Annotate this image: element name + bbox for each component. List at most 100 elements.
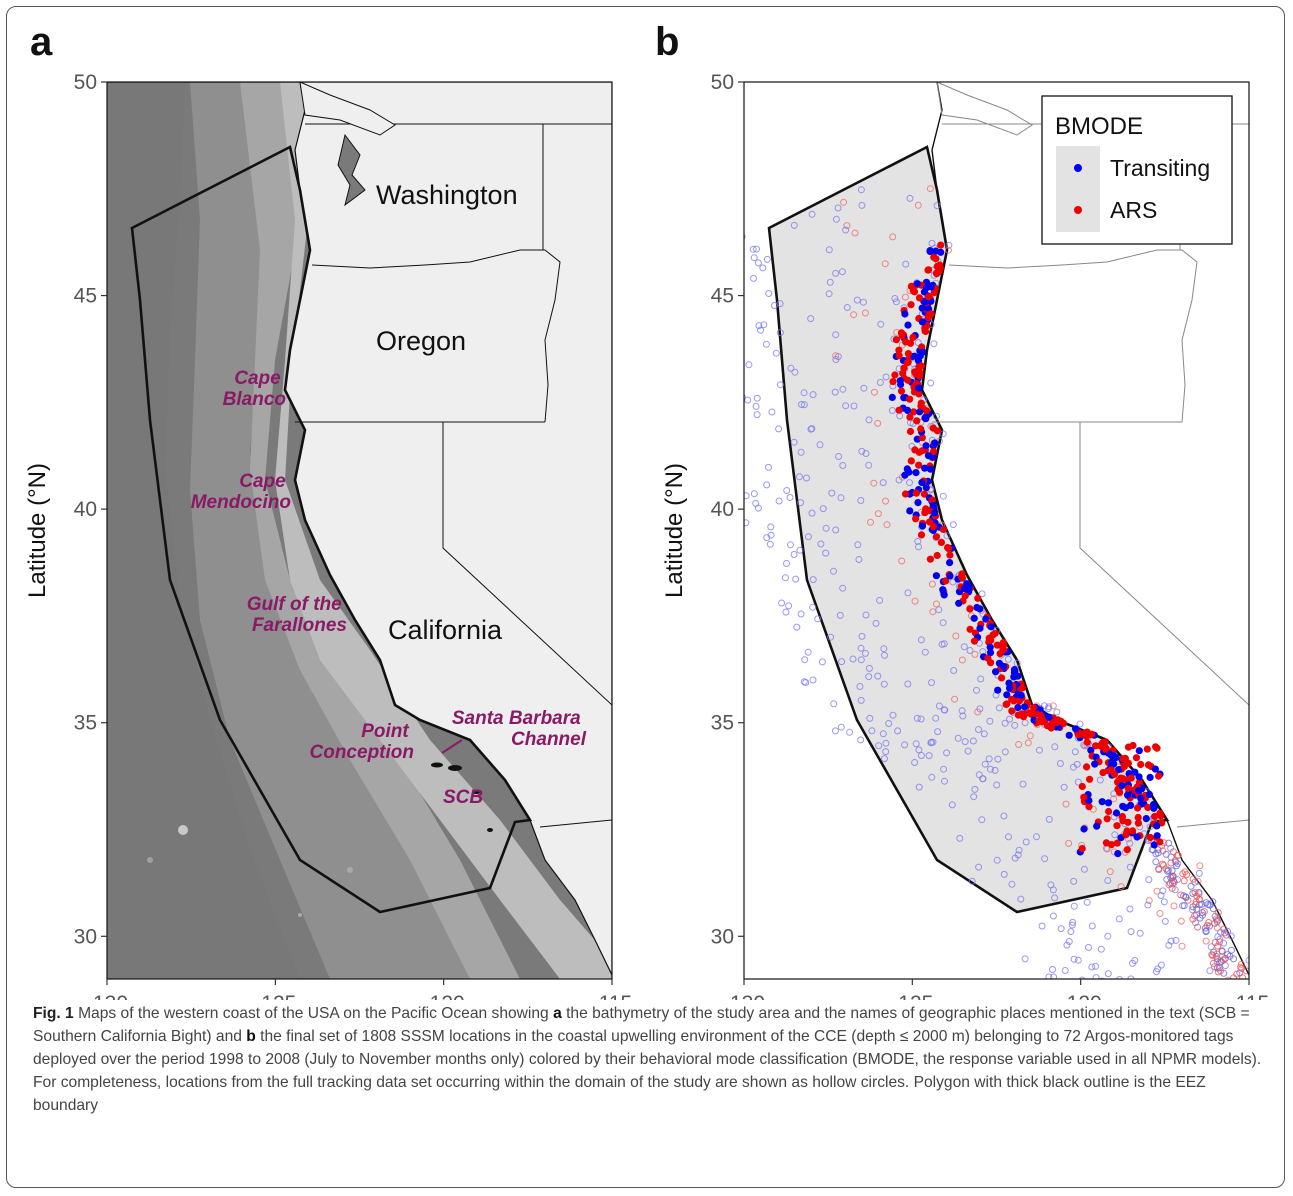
track-location-hollow: [868, 727, 876, 735]
track-location-hollow: [1100, 982, 1106, 988]
track-location-hollow: [865, 664, 873, 672]
ars-location: [1124, 784, 1132, 793]
transiting-location: [904, 321, 912, 329]
track-location-hollow: [825, 290, 833, 298]
ars-location: [1060, 719, 1068, 728]
track-location-hollow: [1049, 966, 1056, 973]
ars-location: [942, 577, 950, 585]
track-location-hollow: [938, 640, 946, 648]
track-location-hollow: [870, 388, 878, 396]
track-location-hollow: [1174, 851, 1182, 859]
track-location-hollow: [857, 656, 865, 664]
track-location-hollow: [832, 526, 840, 534]
caption-text-1: Maps of the western coast of the USA on …: [73, 1005, 554, 1022]
ars-location: [925, 266, 933, 274]
ars-location: [1146, 833, 1154, 842]
track-location-hollow: [1115, 976, 1123, 979]
track-location-hollow: [838, 658, 846, 666]
track-location-hollow: [1180, 877, 1188, 885]
track-location-hollow: [1195, 869, 1203, 877]
transiting-location: [901, 471, 909, 479]
track-location-hollow: [975, 726, 982, 733]
ars-location: [999, 639, 1007, 648]
ars-location: [917, 402, 925, 410]
ars-location: [901, 490, 910, 498]
track-location-hollow: [765, 290, 773, 297]
track-location-hollow: [825, 246, 833, 254]
track-location-hollow: [915, 746, 923, 754]
track-location-hollow: [793, 623, 801, 631]
track-location-hollow: [1152, 858, 1160, 866]
ars-location: [1117, 774, 1125, 782]
track-location-hollow: [850, 311, 858, 319]
track-location-hollow: [1180, 902, 1188, 910]
track-location-hollow: [737, 249, 743, 255]
track-location-hollow: [1177, 891, 1185, 899]
transiting-location: [913, 280, 921, 288]
track-location-hollow: [1049, 702, 1057, 710]
track-location-hollow: [778, 599, 786, 607]
y-axis-title: Latitude (°N): [24, 463, 51, 598]
transiting-location: [946, 559, 954, 567]
track-location-hollow: [1169, 848, 1177, 856]
transiting-location: [982, 615, 990, 623]
seamount: [178, 825, 188, 835]
oregon-label: Oregon: [376, 326, 466, 356]
track-location-hollow: [958, 656, 966, 664]
ars-location: [917, 531, 926, 539]
track-location-hollow: [1022, 838, 1030, 846]
track-location-hollow: [1063, 941, 1071, 949]
vancouver-island: [936, 82, 1033, 136]
track-location-hollow: [772, 349, 780, 357]
transiting-location: [992, 668, 1000, 676]
track-location-hollow: [1038, 922, 1046, 930]
track-location-hollow: [1041, 855, 1049, 863]
track-location-hollow: [928, 679, 935, 687]
track-location-hollow: [882, 748, 890, 756]
ars-location: [922, 407, 931, 415]
y-tick-label: 45: [711, 285, 734, 308]
ars-location: [900, 364, 908, 372]
track-location-hollow: [1206, 967, 1214, 975]
legend-transiting-label: Transiting: [1110, 155, 1210, 181]
ars-location: [918, 434, 926, 442]
track-location-hollow: [928, 580, 936, 588]
track-location-hollow: [874, 672, 882, 680]
washington-label: Washington: [376, 180, 518, 210]
track-location-hollow: [763, 481, 771, 489]
track-location-hollow: [797, 448, 805, 456]
track-location-hollow: [975, 863, 983, 871]
legend-ars-swatch: [1074, 206, 1082, 214]
track-location-hollow: [1070, 902, 1078, 910]
track-location-hollow: [1065, 839, 1073, 847]
track-location-hollow: [981, 760, 989, 768]
ars-location: [911, 368, 919, 376]
ars-location: [915, 294, 924, 302]
track-location-hollow: [767, 531, 775, 539]
seamount: [347, 867, 353, 873]
track-location-hollow: [930, 340, 938, 348]
track-location-hollow: [851, 229, 859, 237]
track-location-hollow: [861, 649, 869, 657]
track-location-hollow: [1160, 861, 1168, 869]
track-location-hollow: [859, 298, 867, 306]
x-tick-label: -125: [254, 992, 296, 1000]
transiting-location: [912, 469, 920, 477]
track-location-hollow: [807, 315, 815, 323]
track-location-hollow: [1216, 938, 1224, 946]
track-location-hollow: [894, 727, 902, 735]
track-location-hollow: [787, 541, 794, 549]
track-location-hollow: [857, 186, 865, 194]
ars-location: [1010, 697, 1018, 705]
track-location-hollow: [917, 636, 925, 644]
track-location-hollow: [970, 793, 978, 801]
track-location-hollow: [882, 373, 890, 381]
caption-fig-label: Fig. 1: [33, 1005, 74, 1022]
track-location-hollow: [809, 603, 817, 611]
transiting-location: [931, 509, 939, 517]
track-location-hollow: [858, 447, 866, 455]
track-location-hollow: [978, 590, 986, 598]
track-location-hollow: [1211, 939, 1219, 946]
transiting-location: [1150, 841, 1158, 849]
track-location-hollow: [753, 394, 761, 402]
